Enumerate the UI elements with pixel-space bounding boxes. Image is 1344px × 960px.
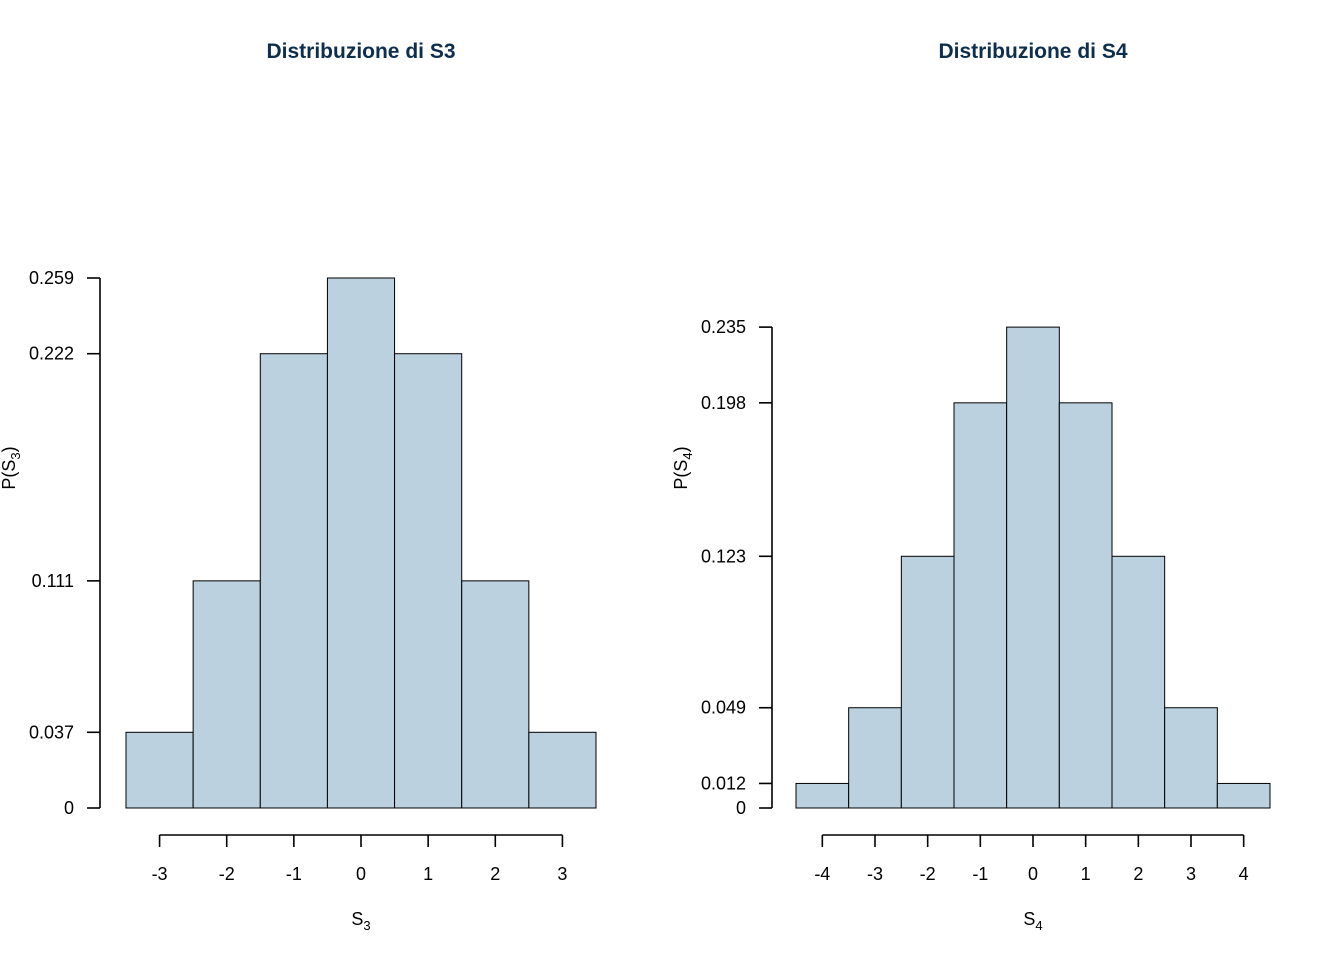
x-tick-label: 4 (1239, 864, 1249, 884)
y-axis-label: P(S3) (0, 446, 23, 489)
x-tick-label: -1 (972, 864, 988, 884)
x-tick-label: -4 (814, 864, 830, 884)
x-tick-label: -2 (219, 864, 235, 884)
x-axis: -3 -2 -1 0 1 2 3 (152, 834, 567, 884)
bar (1058, 402, 1113, 809)
y-tick-label: 0.222 (29, 344, 74, 364)
x-tick-label: 2 (1133, 864, 1143, 884)
x-axis: -4 -3 -2 -1 0 1 2 3 4 (814, 834, 1249, 884)
bar (1216, 782, 1271, 809)
histogram-panel-s3: Distribuzione di S3 0 0.037 0.111 0.222 0.25… (0, 40, 597, 933)
bar (461, 580, 530, 809)
x-tick-label: -3 (152, 864, 168, 884)
y-tick-label: 0.012 (701, 773, 746, 793)
bar (953, 402, 1008, 809)
y-tick-label: 0.123 (701, 546, 746, 566)
x-axis-label: S4 (1023, 909, 1042, 933)
x-tick-label: 0 (356, 864, 366, 884)
bar (1111, 555, 1166, 809)
y-tick-label: 0 (736, 798, 746, 818)
y-tick-label: 0.198 (701, 393, 746, 413)
bar (848, 707, 902, 809)
x-tick-label: -1 (286, 864, 302, 884)
chart-title: Distribuzione di S3 (266, 40, 455, 63)
x-tick-label: 2 (490, 864, 500, 884)
y-tick-label: 0.259 (29, 268, 74, 288)
y-axis-label: P(S4) (671, 446, 695, 489)
histogram-panel-s4: Distribuzione di S4 0 0.012 0.049 0.123 0.19… (671, 40, 1271, 933)
y-tick-label: 0.037 (29, 722, 74, 742)
y-axis: 0 0.037 0.111 0.222 0.259 (29, 268, 101, 818)
bar (900, 555, 955, 809)
y-tick-label: 0 (64, 798, 74, 818)
x-tick-label: 0 (1028, 864, 1038, 884)
bars (795, 326, 1271, 809)
bar (259, 353, 328, 809)
bar (326, 277, 396, 809)
bar (795, 782, 850, 809)
bars (125, 277, 597, 809)
x-tick-label: 1 (1081, 864, 1091, 884)
bar (1006, 326, 1060, 809)
bar (1164, 707, 1218, 809)
bar (394, 353, 463, 809)
bar (192, 580, 261, 809)
x-tick-label: 1 (423, 864, 433, 884)
bar (125, 731, 194, 809)
y-tick-label: 0.049 (701, 698, 746, 718)
chart-title: Distribuzione di S4 (938, 40, 1127, 63)
y-tick-label: 0.235 (701, 317, 746, 337)
y-axis: 0 0.012 0.049 0.123 0.198 0.235 (701, 317, 773, 818)
bar (528, 731, 597, 809)
x-tick-label: 3 (1186, 864, 1196, 884)
x-axis-label: S3 (351, 909, 370, 933)
x-tick-label: -3 (867, 864, 883, 884)
x-tick-label: 3 (557, 864, 567, 884)
y-tick-label: 0.111 (32, 571, 74, 591)
x-tick-label: -2 (920, 864, 936, 884)
